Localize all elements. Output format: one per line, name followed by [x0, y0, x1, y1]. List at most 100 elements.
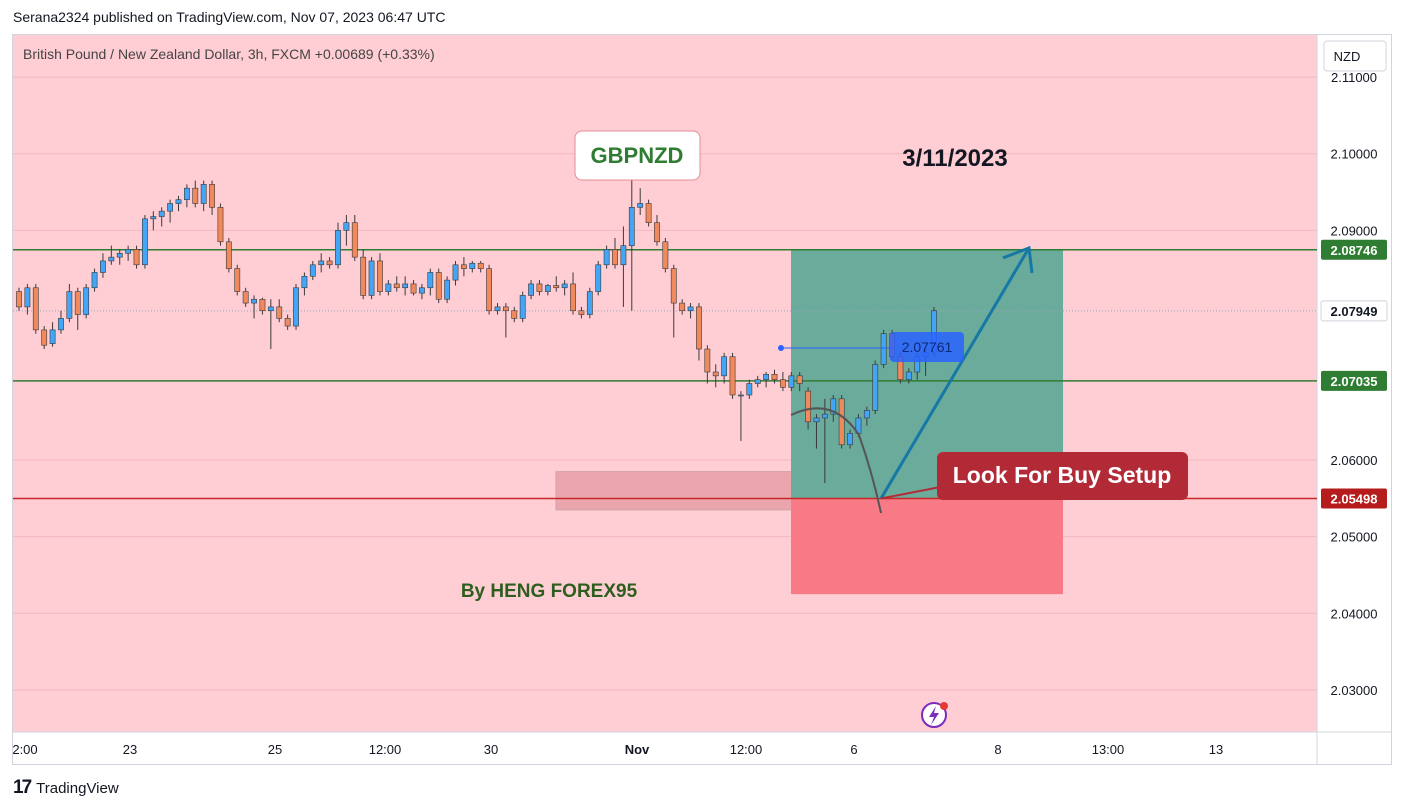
candle-body: [225, 241, 232, 269]
candle: [309, 260, 316, 281]
candle-body: [712, 371, 719, 377]
date-text: 3/11/2023: [902, 145, 1007, 172]
candle-body: [267, 306, 274, 312]
candle: [444, 276, 451, 304]
candle-body: [74, 291, 81, 315]
candle-body: [570, 283, 576, 312]
candle-body: [830, 398, 837, 415]
candle-body: [251, 298, 257, 304]
candle: [779, 372, 786, 392]
candle: [603, 245, 610, 269]
candle: [813, 414, 820, 449]
candle-body: [536, 283, 543, 292]
candle-body: [293, 287, 299, 327]
candle-body: [419, 287, 425, 294]
candle: [435, 268, 442, 304]
tradingview-logo-icon[interactable]: 17: [13, 777, 32, 798]
candle-body: [553, 285, 560, 289]
candle: [519, 291, 526, 323]
candle-body: [637, 203, 644, 208]
candle-body: [704, 348, 711, 373]
candle: [116, 249, 123, 265]
candle: [158, 207, 165, 227]
candle: [41, 326, 48, 350]
candle: [377, 253, 383, 296]
candle-body: [100, 260, 106, 273]
y-tick-label: 2.06000: [1331, 453, 1378, 468]
candle: [645, 199, 652, 227]
candle: [511, 306, 518, 323]
candle-body: [66, 291, 73, 319]
candle-body: [612, 249, 618, 266]
candle: [771, 369, 778, 384]
candle: [368, 257, 375, 300]
candle-body: [200, 184, 207, 204]
price-chart[interactable]: 2.07761 GBPNZD 3/11/2023 By HENG FOREX95 Loo…: [13, 35, 1391, 764]
candle: [796, 372, 803, 392]
candle: [267, 299, 274, 350]
y-tick-label: 2.09000: [1331, 223, 1378, 238]
candle: [200, 180, 207, 212]
candle: [108, 245, 115, 265]
candle: [402, 276, 409, 296]
candle: [670, 264, 677, 338]
candle-body: [16, 291, 22, 308]
candle-body: [83, 287, 90, 315]
candle-body: [729, 356, 736, 396]
candle-body: [335, 230, 341, 266]
candle-body: [234, 268, 241, 292]
candle: [637, 188, 644, 215]
candle: [654, 214, 660, 246]
candle: [58, 310, 64, 334]
candle-body: [444, 279, 451, 300]
candle: [343, 214, 350, 246]
candle-body: [108, 256, 115, 262]
candle: [318, 253, 325, 273]
candle-body: [696, 306, 702, 350]
candle: [66, 283, 73, 323]
title-box: [574, 130, 701, 181]
candle-body: [838, 398, 845, 446]
candle-body: [511, 310, 518, 319]
price-tag-box: [890, 332, 964, 362]
candle: [880, 329, 887, 369]
buy-arrow-shaft: [879, 247, 1031, 500]
candle-body: [821, 413, 828, 419]
candle-body: [167, 203, 174, 212]
candle-body: [738, 394, 744, 397]
candle-body: [662, 241, 669, 269]
candle-body: [628, 207, 635, 246]
price-axis-label-box: [1321, 239, 1387, 260]
candle: [738, 391, 744, 441]
candle: [183, 184, 190, 208]
candle-body: [326, 260, 333, 266]
candle: [528, 280, 534, 300]
candle: [100, 253, 106, 278]
candle: [586, 287, 593, 319]
candle: [242, 287, 249, 307]
candle-body: [183, 187, 190, 200]
x-tick-label: 25: [268, 742, 282, 757]
candle: [788, 372, 795, 392]
candle: [217, 203, 224, 246]
candle-body: [586, 291, 593, 315]
pattern-curve: [790, 407, 882, 514]
candle-body: [58, 318, 64, 331]
footer: 17 TradingView: [13, 777, 119, 799]
price-axis-label: 2.07035: [1331, 374, 1378, 389]
candle-body: [318, 260, 325, 266]
candle-body: [175, 199, 182, 204]
candle: [620, 226, 627, 307]
candle-body: [125, 249, 132, 254]
candle: [326, 257, 333, 269]
candle: [125, 245, 132, 261]
candle-body: [519, 295, 526, 319]
candle: [838, 394, 845, 449]
candle-body: [368, 260, 375, 296]
candle: [360, 249, 367, 300]
chart-frame[interactable]: 2.07761 GBPNZD 3/11/2023 By HENG FOREX95 Loo…: [12, 34, 1392, 765]
price-axis-label-box: [1320, 300, 1388, 322]
candle: [150, 211, 157, 231]
candle: [477, 260, 484, 273]
tradingview-brand[interactable]: TradingView: [36, 779, 119, 797]
